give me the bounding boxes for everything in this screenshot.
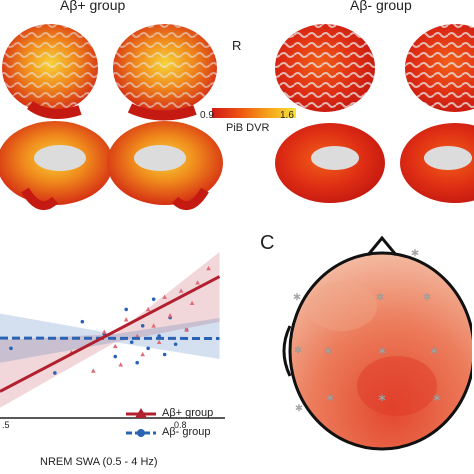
fit-line-pos <box>0 275 221 393</box>
electrode-marker: * <box>424 292 431 308</box>
data-point-neg <box>9 346 13 351</box>
electrode-marker: * <box>434 393 441 409</box>
data-point-pos <box>162 294 167 299</box>
electrode-marker: * <box>294 292 301 308</box>
topomap: * * * * * * * * * * * * <box>282 236 472 451</box>
brain-pos-medial-left <box>0 121 113 211</box>
brain-neg-lateral-left <box>275 24 375 112</box>
electrode-marker: * <box>295 345 302 361</box>
title-ab-negative: Aβ- group <box>350 0 412 13</box>
data-point-pos <box>156 339 162 344</box>
electrode-marker: * <box>431 346 438 362</box>
data-point-neg <box>129 340 134 344</box>
data-point-pos <box>151 323 156 328</box>
legend-neg-label: Aβ- group <box>162 426 211 438</box>
panel-letter-c: C <box>260 232 275 254</box>
title-ab-positive: Aβ+ group <box>60 0 126 13</box>
electrode-marker: * <box>296 403 303 419</box>
electrodes: * * * * * * * * * * * * <box>293 248 441 420</box>
colorbar <box>212 108 296 118</box>
data-point-pos <box>189 300 195 306</box>
electrode-marker: * <box>379 346 386 362</box>
data-point-neg <box>162 352 167 357</box>
data-point-pos <box>178 288 184 293</box>
left-ear-icon <box>282 325 292 377</box>
brain-pos-lateral-left <box>2 24 98 119</box>
data-point-pos <box>195 280 200 285</box>
legend-pos-marker <box>135 408 147 418</box>
electrode-marker: * <box>325 346 332 362</box>
data-point-neg <box>135 360 139 365</box>
data-point-neg <box>140 324 145 328</box>
data-point-pos <box>123 317 129 322</box>
data-point-pos <box>134 333 140 338</box>
nose-icon <box>366 236 398 256</box>
data-point-neg <box>113 354 118 359</box>
colorbar-max-label: 1.6 <box>280 110 294 121</box>
colorbar-min-label: 0.9 <box>200 110 214 121</box>
brain-neg-medial-right <box>400 123 474 203</box>
data-point-pos <box>167 313 173 318</box>
brain-pos-lateral-right <box>113 24 217 121</box>
electrode-marker: * <box>412 248 419 264</box>
data-point-pos <box>112 343 118 349</box>
colorbar-title: PiB DVR <box>226 122 270 134</box>
data-point-neg <box>173 342 178 347</box>
legend: Aβ+ group Aβ- group <box>124 404 234 444</box>
x-axis-label: NREM SWA (0.5 - 4 Hz) <box>40 456 158 468</box>
data-point-neg <box>146 346 150 351</box>
x-tick-right: 0.8 <box>174 420 187 430</box>
legend-pos-label: Aβ+ group <box>162 407 214 419</box>
data-point-pos <box>101 329 107 334</box>
data-point-pos <box>184 327 189 332</box>
scatter-plot <box>0 252 225 419</box>
confidence-band-pos <box>0 252 220 408</box>
electrode-marker: * <box>379 393 386 409</box>
data-point-pos <box>90 368 96 373</box>
hemisphere-label: R <box>232 38 242 53</box>
data-point-neg <box>80 319 85 324</box>
data-point-pos <box>140 352 145 357</box>
x-tick-left: .5 <box>2 420 10 430</box>
brain-neg-lateral-right <box>405 24 474 112</box>
data-point-neg <box>124 307 129 312</box>
head-outline <box>288 251 472 451</box>
data-point-pos <box>206 265 211 271</box>
electrode-marker: * <box>377 292 384 308</box>
brain-panel <box>0 24 474 211</box>
legend-neg-marker <box>137 429 145 437</box>
data-point-neg <box>53 371 57 375</box>
data-point-pos <box>118 362 124 367</box>
electrode-marker: * <box>327 393 334 409</box>
brain-neg-medial-left <box>275 123 385 203</box>
data-point-pos <box>145 306 151 312</box>
data-point-neg <box>151 297 156 301</box>
brain-pos-medial-right <box>107 121 223 211</box>
